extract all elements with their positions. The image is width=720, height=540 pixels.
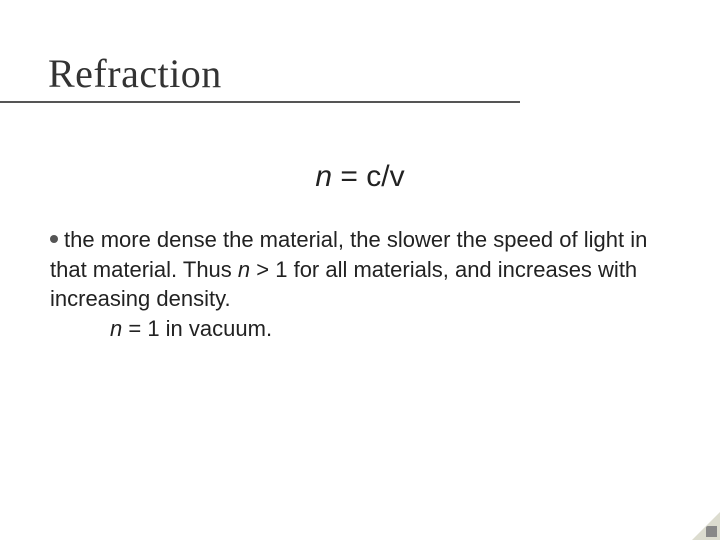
formula: n = c/v: [0, 160, 720, 194]
vacuum-rest: = 1 in vacuum.: [122, 316, 272, 341]
formula-eq: =: [332, 160, 366, 193]
bullet-icon: [50, 235, 58, 243]
inline-n-1: n: [238, 257, 250, 282]
formula-lhs: n: [315, 160, 332, 193]
vacuum-line: n = 1 in vacuum.: [50, 314, 670, 344]
inline-n-2: n: [110, 316, 122, 341]
bullet-line: the more dense the material, the slower …: [50, 225, 670, 314]
title-underline: [0, 101, 520, 103]
slide-title: Refraction: [40, 50, 680, 97]
slide: Refraction n = c/v the more dense the ma…: [0, 0, 720, 540]
body-text: the more dense the material, the slower …: [50, 225, 670, 344]
title-block: Refraction: [40, 50, 680, 103]
formula-rhs: c/v: [366, 160, 404, 193]
corner-fold-icon: [692, 512, 720, 540]
